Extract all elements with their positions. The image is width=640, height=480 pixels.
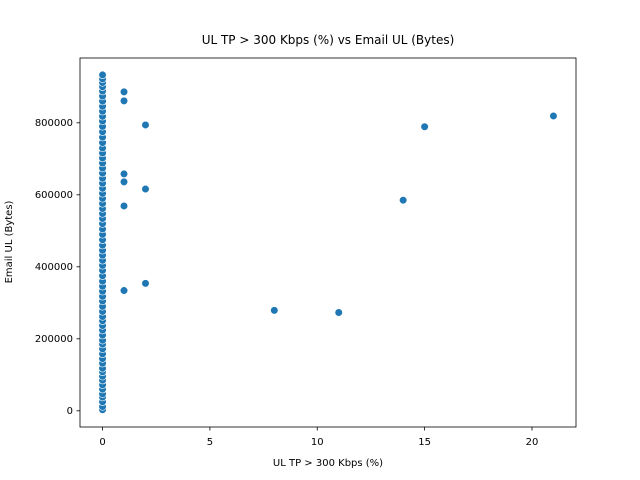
- plot-area: 0 5 10 15 20 0 200000 400000 600000 800000: [35, 70, 558, 448]
- y-tick-label: 800000: [35, 118, 73, 129]
- point: [119, 169, 129, 179]
- x-tick-label: 5: [207, 437, 213, 448]
- x-tick-label: 20: [526, 437, 539, 448]
- axes-frame: [79, 57, 577, 428]
- point: [549, 111, 558, 121]
- point: [334, 308, 343, 317]
- point: [119, 286, 129, 295]
- point: [119, 96, 129, 105]
- point: [98, 70, 107, 80]
- point: [141, 184, 150, 194]
- y-tick-label: 0: [67, 406, 73, 417]
- x-tick-label: 0: [99, 437, 105, 448]
- point: [119, 201, 129, 211]
- y-axis-label: Email UL (Bytes): [4, 200, 15, 283]
- x-tick-label: 15: [418, 437, 431, 448]
- x-tick-label: 10: [311, 437, 324, 448]
- point: [399, 196, 408, 205]
- y-tick-label: 600000: [35, 190, 73, 201]
- point: [119, 177, 129, 186]
- y-tick-label: 400000: [35, 262, 73, 273]
- point: [420, 122, 429, 131]
- x-axis-label: UL TP > 300 Kbps (%): [273, 458, 383, 469]
- chart-title: UL TP > 300 Kbps (%) vs Email UL (Bytes): [202, 33, 455, 47]
- point: [270, 306, 279, 315]
- y-tick-label: 200000: [35, 334, 73, 345]
- point: [141, 120, 150, 130]
- point: [119, 87, 129, 96]
- point: [141, 279, 150, 288]
